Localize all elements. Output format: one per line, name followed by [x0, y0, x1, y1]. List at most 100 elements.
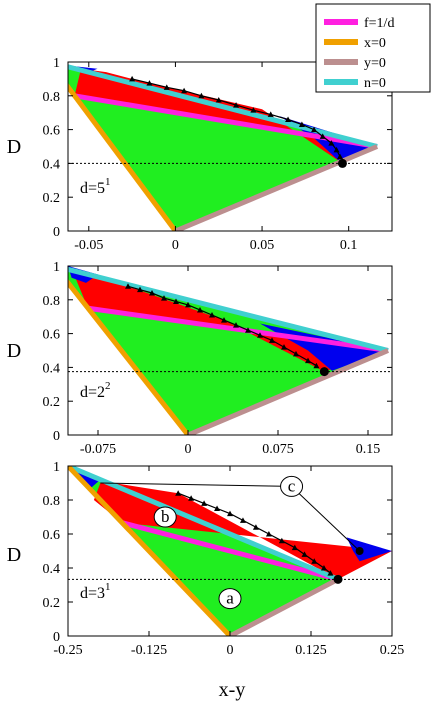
- triangle-marker: [175, 490, 182, 496]
- triangle-marker: [125, 283, 131, 289]
- triangle-marker: [311, 558, 318, 564]
- panel-label-base: d=2: [80, 384, 105, 401]
- f-line: [87, 305, 389, 353]
- triangle-marker: [281, 344, 287, 350]
- y-tick-label: 0.2: [43, 191, 61, 206]
- filled-point: [337, 158, 347, 168]
- triangle-marker: [319, 133, 326, 139]
- triangle-marker: [185, 301, 191, 308]
- triangle-marker: [305, 357, 311, 364]
- boundary-y0: [228, 577, 340, 636]
- boundary-x0: [68, 278, 190, 435]
- red-region: [74, 68, 378, 164]
- region-label-circle: [153, 506, 177, 528]
- triangle-marker: [311, 126, 318, 133]
- region-label-circle: [218, 588, 242, 610]
- region-label-circle: [280, 475, 304, 497]
- panel-label-sup: 1: [105, 176, 111, 188]
- boundary-n0: [68, 466, 339, 582]
- y-axis-title-2: D: [7, 340, 21, 362]
- boundary-y0: [187, 348, 390, 435]
- panel-label: d=51: [80, 176, 111, 197]
- triangle-marker: [265, 531, 272, 537]
- triangle-marker: [163, 84, 170, 90]
- triangle-series-line: [177, 492, 331, 574]
- triangle-marker: [215, 97, 222, 103]
- triangle-marker: [257, 332, 263, 338]
- x-tick-label: -0.05: [74, 238, 103, 253]
- blue-region-2: [346, 537, 392, 562]
- x-tick-label: 0: [185, 442, 192, 457]
- triangle-marker: [197, 306, 203, 313]
- y-tick-label: 0.6: [43, 528, 61, 543]
- y-tick-label: 0: [53, 429, 60, 444]
- triangle-marker: [252, 524, 259, 530]
- triangle-marker: [129, 75, 136, 82]
- legend-box: [315, 3, 431, 93]
- callout-line: [100, 482, 292, 487]
- triangle-marker: [239, 517, 246, 523]
- x-tick-label: -0.075: [80, 442, 116, 457]
- legend-items: f=1/d x=0 y=0 n=0: [324, 16, 394, 91]
- triangle-marker: [201, 500, 208, 506]
- panel-label-base: d=5: [80, 180, 105, 197]
- plot-area: [68, 466, 392, 636]
- panel-label: d=31: [80, 581, 111, 602]
- plot-area: [68, 266, 390, 435]
- legend-label: n=0: [364, 76, 386, 91]
- x-tick-label: 0.25: [380, 643, 405, 658]
- triangle-marker: [146, 80, 153, 86]
- triangle-marker: [233, 102, 240, 108]
- x-tick-label: 0.15: [356, 442, 381, 457]
- triangle-marker: [293, 350, 299, 357]
- y-tick-label: 1: [53, 260, 60, 275]
- triangle-marker: [320, 565, 327, 571]
- triangle-marker: [209, 312, 215, 318]
- triangle-marker: [188, 495, 195, 501]
- panels: 00.20.40.60.81-0.05 0 0.05 0.1d=5100.20.40.…: [43, 56, 405, 658]
- panel-3: 00.20.40.60.81-0.25 -0.125 0 0.125 0.25d=31a…: [43, 460, 405, 658]
- boundary-x0: [68, 466, 232, 636]
- triangle-marker: [250, 107, 257, 113]
- triangle-marker: [285, 116, 292, 122]
- triangle-marker: [227, 510, 233, 517]
- y-tick-label: 0: [53, 630, 60, 645]
- triangle-marker: [269, 337, 275, 343]
- panel-label: d=22: [80, 380, 111, 401]
- filled-point: [333, 574, 343, 584]
- panel-1: 00.20.40.60.81-0.05 0 0.05 0.1d=51: [43, 56, 393, 253]
- triangle-marker: [221, 317, 227, 323]
- triangle-marker: [327, 570, 334, 576]
- panel-frame: [67, 265, 393, 436]
- region-label-a: a: [226, 589, 234, 608]
- triangle-marker: [298, 121, 305, 128]
- x-tick-label: 0.1: [340, 238, 358, 253]
- triangle-marker: [173, 298, 179, 304]
- x-tick-label: 0.05: [250, 238, 275, 253]
- triangle-marker: [149, 290, 155, 296]
- triangle-marker: [333, 146, 340, 153]
- triangle-marker: [233, 322, 239, 328]
- triangle-marker: [278, 537, 285, 544]
- y-tick-label: 0.2: [43, 596, 61, 611]
- triangle-marker: [291, 544, 298, 551]
- x-tick-label: -0.125: [131, 643, 167, 658]
- x-tick-label: 0: [172, 238, 179, 253]
- y-tick-label: 0.8: [43, 494, 61, 509]
- y-tick-label: 0.4: [43, 157, 61, 172]
- region-label-c: c: [288, 476, 296, 495]
- triangle-series-line: [131, 78, 341, 157]
- triangle-marker: [313, 362, 320, 369]
- x-tick-label: 0.075: [262, 442, 294, 457]
- triangle-marker: [181, 87, 188, 94]
- x-tick-label: -0.25: [53, 643, 82, 658]
- callout-line: [291, 486, 360, 552]
- boundary-x0: [68, 82, 178, 231]
- y-tick-label: 1: [53, 460, 60, 475]
- triangle-marker: [214, 505, 221, 511]
- x-tick-label: 0.125: [295, 643, 327, 658]
- y-tick-label: 0.8: [43, 294, 61, 309]
- y-axis-title-1: D: [7, 136, 21, 158]
- x-tick-label: 0: [227, 643, 234, 658]
